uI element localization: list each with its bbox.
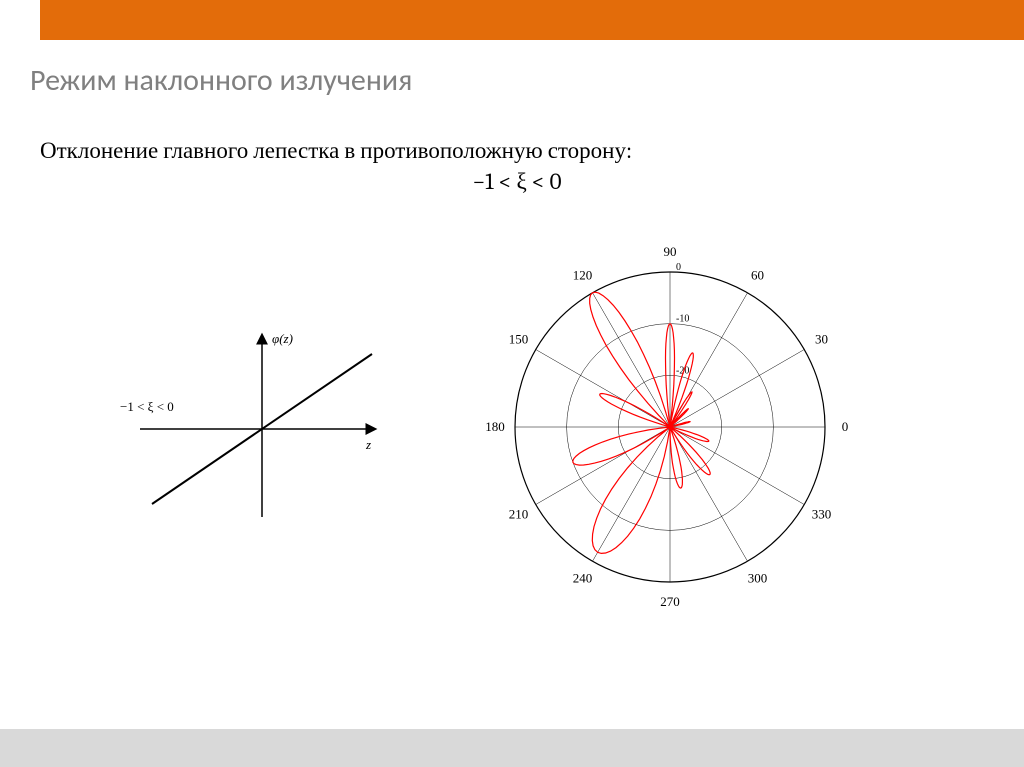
svg-text:180: 180 xyxy=(485,419,505,434)
slide-top-bar xyxy=(0,0,1024,40)
slide-bottom-bar xyxy=(0,729,1024,767)
svg-text:-10: -10 xyxy=(676,314,689,325)
svg-text:120: 120 xyxy=(573,268,593,283)
phase-plot: φ(z) z −1 < ξ < 0 xyxy=(90,317,390,537)
svg-text:z: z xyxy=(365,437,371,452)
svg-text:300: 300 xyxy=(748,571,768,586)
svg-text:240: 240 xyxy=(573,571,593,586)
svg-text:60: 60 xyxy=(751,268,764,283)
svg-text:0: 0 xyxy=(842,419,849,434)
svg-text:150: 150 xyxy=(509,332,529,347)
body-text: Отклонение главного лепестка в противопо… xyxy=(0,99,1024,197)
svg-text:−1 < ξ < 0: −1 < ξ < 0 xyxy=(120,399,174,414)
svg-text:90: 90 xyxy=(664,244,677,259)
slide-title: Режим наклонного излучения xyxy=(0,40,1024,99)
svg-text:0: 0 xyxy=(676,262,681,273)
svg-text:φ(z): φ(z) xyxy=(272,331,293,346)
svg-text:30: 30 xyxy=(815,332,828,347)
svg-text:210: 210 xyxy=(509,507,529,522)
formula: −1 < ξ < 0 xyxy=(40,166,994,197)
svg-text:270: 270 xyxy=(660,594,680,609)
description-line: Отклонение главного лепестка в противопо… xyxy=(40,135,994,166)
polar-plot: 0-10-200306090120150180210240270300330 xyxy=(450,227,890,627)
figures-row: φ(z)z−1 < ξ < 0 0-10-2003060901201501802… xyxy=(0,197,1024,627)
svg-text:330: 330 xyxy=(812,507,832,522)
